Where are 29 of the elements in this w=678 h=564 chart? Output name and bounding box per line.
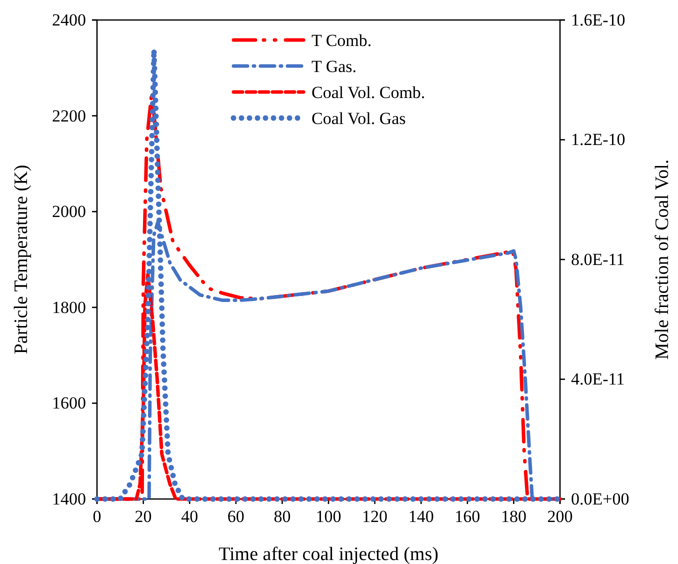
x-tick-label: 140 [408, 507, 434, 526]
x-tick-label: 80 [274, 507, 291, 526]
y-tick-label: 2200 [52, 106, 86, 126]
y-axis-title: Particle Temperature (K) [11, 164, 32, 354]
x-tick-label: 20 [134, 507, 152, 526]
legend-label: T Gas. [312, 57, 357, 76]
x-axis-title: Time after coal injected (ms) [218, 544, 438, 564]
x-tick-label: 100 [316, 507, 342, 526]
x-tick-label: 0 [92, 507, 102, 526]
y-tick-label: 1600 [52, 394, 86, 413]
y2-tick-label: 4.0E-11 [571, 370, 625, 389]
y-tick-label: 2000 [52, 202, 86, 222]
legend-label: Coal Vol. Gas [312, 109, 406, 128]
legend-label: T Comb. [312, 31, 372, 50]
x-tick-label: 40 [181, 507, 198, 526]
y2-tick-label: 1.6E-10 [571, 10, 626, 30]
y-tick-label: 2400 [52, 10, 86, 30]
y-tick-label: 1400 [52, 489, 86, 508]
y2-tick-label: 0.0E+00 [571, 489, 630, 508]
legend-label: Coal Vol. Comb. [312, 83, 426, 102]
x-tick-label: 180 [500, 507, 526, 526]
x-tick-label: 60 [227, 507, 244, 526]
x-tick-label: 120 [362, 507, 388, 526]
y2-tick-label: 8.0E-11 [571, 250, 625, 269]
y-tick-label: 1800 [52, 298, 86, 317]
y2-axis-title: Mole fraction of Coal Vol. [652, 159, 673, 360]
x-tick-label: 160 [454, 507, 480, 526]
x-tick-label: 200 [547, 507, 573, 526]
y2-tick-label: 1.2E-10 [571, 130, 626, 150]
